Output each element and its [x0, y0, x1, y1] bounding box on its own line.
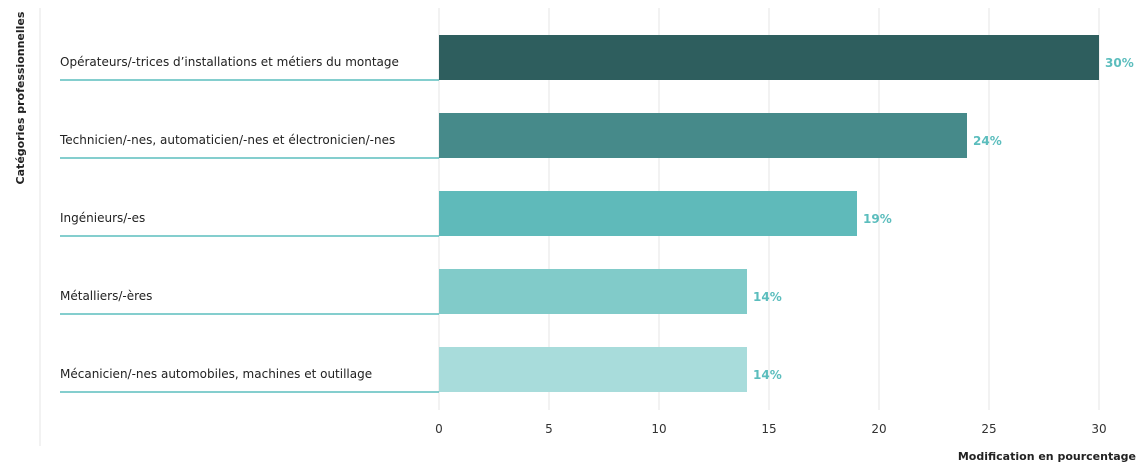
- data-label: 14%: [753, 290, 782, 304]
- data-label: 24%: [973, 134, 1002, 148]
- category-label: Opérateurs/-trices d’installations et mé…: [60, 55, 399, 69]
- data-label: 19%: [863, 212, 892, 226]
- category-label: Ingénieurs/-es: [60, 211, 145, 225]
- bars: Opérateurs/-trices d’installations et mé…: [59, 35, 1134, 393]
- bar: [439, 191, 857, 236]
- data-label: 30%: [1105, 56, 1134, 70]
- bar: [439, 113, 967, 158]
- x-axis-ticks: 0 5 10 15 20 25 30: [435, 422, 1106, 436]
- bar: [439, 35, 1099, 80]
- x-tick-label: 0: [435, 422, 443, 436]
- y-axis-title: Catégories professionnelles: [14, 11, 27, 184]
- category-label: Métalliers/-ères: [60, 289, 152, 303]
- bar: [439, 269, 747, 314]
- data-label: 14%: [753, 368, 782, 382]
- x-tick-label: 10: [651, 422, 666, 436]
- x-tick-label: 20: [871, 422, 886, 436]
- x-tick-label: 5: [545, 422, 553, 436]
- category-label: Mécanicien/-nes automobiles, machines et…: [60, 367, 372, 381]
- x-tick-label: 30: [1091, 422, 1106, 436]
- bar: [439, 347, 747, 392]
- x-axis-title: Modification en pourcentage: [958, 450, 1136, 463]
- category-label: Technicien/-nes, automaticien/-nes et él…: [59, 133, 395, 147]
- x-tick-label: 25: [981, 422, 996, 436]
- x-tick-label: 15: [761, 422, 776, 436]
